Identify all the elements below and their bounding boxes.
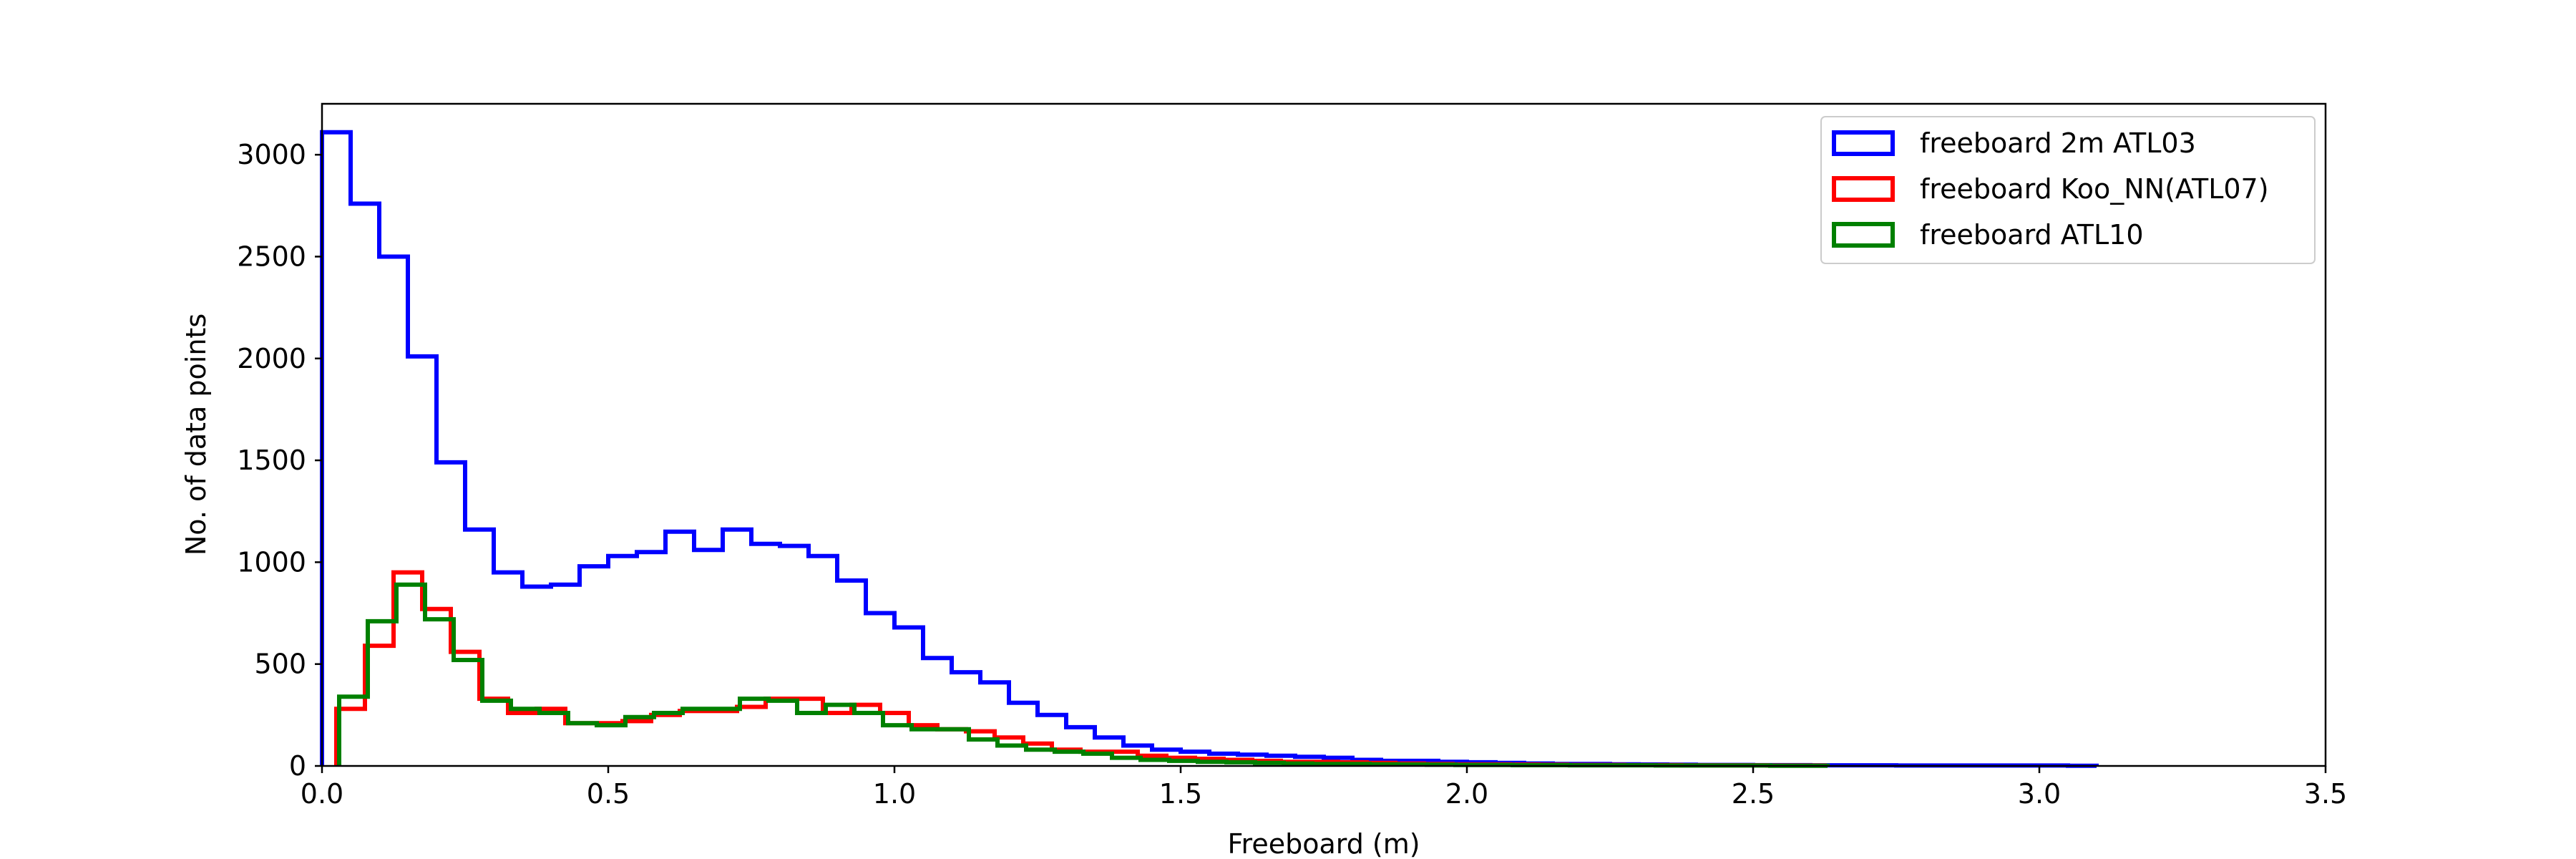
y-axis: 0 500 1000 1500 2000 2500 3000 [237, 139, 322, 782]
x-tick-label: 0.0 [301, 778, 343, 810]
legend: freeboard 2m ATL03 freeboard Koo_NN(ATL07… [1820, 116, 2316, 264]
legend-swatch-1 [1832, 130, 1895, 156]
x-tick-label: 3.5 [2304, 778, 2347, 810]
x-tick-label: 3.0 [2018, 778, 2061, 810]
y-tick-label: 2000 [237, 343, 306, 374]
y-tick-label: 2500 [237, 241, 306, 272]
legend-frame [1820, 116, 2316, 264]
series-2-histogram [334, 570, 1827, 768]
x-axis: 0.0 0.5 1.0 1.5 2.0 2.5 3.0 3.5 [301, 766, 2347, 810]
x-tick-label: 2.0 [1445, 778, 1488, 810]
series-layer [320, 130, 2099, 768]
y-tick-label: 1500 [237, 445, 306, 476]
x-tick-label: 1.0 [873, 778, 916, 810]
legend-swatch-3 [1832, 222, 1895, 248]
x-tick-label: 0.5 [587, 778, 630, 810]
y-tick-label: 500 [254, 649, 306, 680]
y-tick-label: 1000 [237, 546, 306, 578]
x-tick-label: 1.5 [1159, 778, 1202, 810]
legend-label-3: freeboard ATL10 [1920, 219, 2144, 251]
legend-label-2: freeboard Koo_NN(ATL07) [1920, 173, 2269, 205]
x-axis-label: Freeboard (m) [1227, 828, 1420, 859]
x-tick-label: 2.5 [1732, 778, 1775, 810]
y-axis-label: No. of data points [180, 314, 212, 555]
y-tick-label: 0 [289, 750, 306, 782]
y-tick-label: 3000 [237, 139, 306, 170]
series-3-histogram [337, 582, 1830, 768]
legend-label-1: freeboard 2m ATL03 [1920, 127, 2196, 159]
legend-swatch-2 [1832, 176, 1895, 202]
plot-frame [321, 102, 2327, 767]
